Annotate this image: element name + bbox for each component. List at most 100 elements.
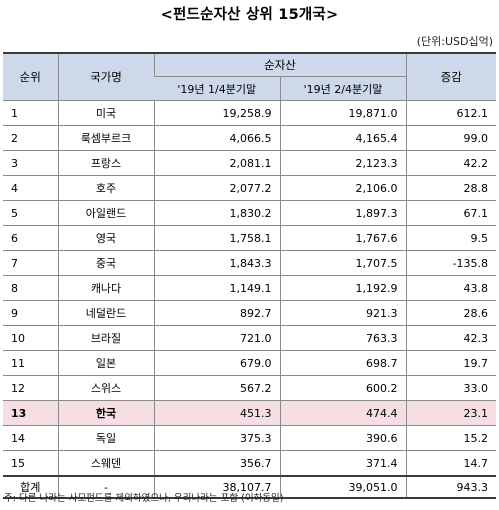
table-footer: 합계 - 38,107.7 39,051.0 943.3 <box>3 475 496 499</box>
rank-cell: 2 <box>3 125 58 151</box>
change-value-cell: 67.1 <box>405 200 496 226</box>
change-value-cell: 14.7 <box>405 450 496 477</box>
change-value-cell: 28.8 <box>405 175 496 201</box>
table-row: 1 미국 19,258.9 19,871.0 612.1 <box>3 100 496 126</box>
q1-value-cell: 375.3 <box>153 425 280 451</box>
rank-cell: 10 <box>3 325 58 351</box>
change-value-cell: 9.5 <box>405 225 496 251</box>
rank-cell: 4 <box>3 175 58 201</box>
rank-cell: 3 <box>3 150 58 176</box>
table-row: 4 호주 2,077.2 2,106.0 28.8 <box>3 175 496 201</box>
rank-cell: 15 <box>3 450 58 477</box>
table-row: 11 일본 679.0 698.7 19.7 <box>3 350 496 376</box>
q1-value-cell: 356.7 <box>153 450 280 477</box>
country-cell: 스웨덴 <box>57 450 154 477</box>
change-value-cell: 42.3 <box>405 325 496 351</box>
country-cell: 스위스 <box>57 375 154 401</box>
footnote: 주: 다른 나라는 사모펀드를 제외하였으나, 우리나라는 포함 (이하동일) <box>4 493 284 504</box>
rank-cell: 7 <box>3 250 58 276</box>
country-cell: 네덜란드 <box>57 300 154 326</box>
country-cell: 프랑스 <box>57 150 154 176</box>
change-value-cell: -135.8 <box>405 250 496 276</box>
q1-value-cell: 1,149.1 <box>153 275 280 301</box>
unit-label: (단위:USD십억) <box>416 35 493 48</box>
q2-value-cell: 763.3 <box>279 325 406 351</box>
table-row: 13 한국 451.3 474.4 23.1 <box>3 400 496 426</box>
q1-value-cell: 451.3 <box>153 400 280 426</box>
country-cell: 호주 <box>57 175 154 201</box>
q1-value-cell: 2,077.2 <box>153 175 280 201</box>
rank-cell: 1 <box>3 100 58 126</box>
header-rank: 순위 <box>3 52 58 101</box>
table-row: 9 네덜란드 892.7 921.3 28.6 <box>3 300 496 326</box>
q1-value-cell: 2,081.1 <box>153 150 280 176</box>
table-row: 2 룩셈부르크 4,066.5 4,165.4 99.0 <box>3 125 496 151</box>
total-q1: 38,107.7 <box>153 475 280 499</box>
q1-value-cell: 679.0 <box>153 350 280 376</box>
country-cell: 브라질 <box>57 325 154 351</box>
change-value-cell: 19.7 <box>405 350 496 376</box>
rank-cell: 6 <box>3 225 58 251</box>
country-cell: 영국 <box>57 225 154 251</box>
q1-value-cell: 892.7 <box>153 300 280 326</box>
table-row: 3 프랑스 2,081.1 2,123.3 42.2 <box>3 150 496 176</box>
table-row: 15 스웨덴 356.7 371.4 14.7 <box>3 450 496 477</box>
q1-value-cell: 4,066.5 <box>153 125 280 151</box>
rank-cell: 5 <box>3 200 58 226</box>
total-q2: 39,051.0 <box>279 475 406 499</box>
country-cell: 아일랜드 <box>57 200 154 226</box>
country-cell: 중국 <box>57 250 154 276</box>
q2-value-cell: 1,192.9 <box>279 275 406 301</box>
q1-value-cell: 1,758.1 <box>153 225 280 251</box>
q2-value-cell: 698.7 <box>279 350 406 376</box>
table-title: <펀드순자산 상위 15개국> <box>160 7 339 23</box>
header-q2: '19년 2/4분기말 <box>279 76 406 101</box>
table-row: 6 영국 1,758.1 1,767.6 9.5 <box>3 225 496 251</box>
q2-value-cell: 390.6 <box>279 425 406 451</box>
change-value-cell: 33.0 <box>405 375 496 401</box>
q1-value-cell: 1,843.3 <box>153 250 280 276</box>
country-cell: 캐나다 <box>57 275 154 301</box>
country-cell: 일본 <box>57 350 154 376</box>
q2-value-cell: 4,165.4 <box>279 125 406 151</box>
total-country: - <box>57 475 154 499</box>
table-row: 8 캐나다 1,149.1 1,192.9 43.8 <box>3 275 496 301</box>
rank-cell: 8 <box>3 275 58 301</box>
q1-value-cell: 19,258.9 <box>153 100 280 126</box>
q2-value-cell: 600.2 <box>279 375 406 401</box>
country-cell: 독일 <box>57 425 154 451</box>
total-change: 943.3 <box>405 475 496 499</box>
q1-value-cell: 567.2 <box>153 375 280 401</box>
rank-cell: 14 <box>3 425 58 451</box>
change-value-cell: 43.8 <box>405 275 496 301</box>
country-cell: 미국 <box>57 100 154 126</box>
rank-cell: 12 <box>3 375 58 401</box>
q1-value-cell: 1,830.2 <box>153 200 280 226</box>
change-value-cell: 23.1 <box>405 400 496 426</box>
q2-value-cell: 921.3 <box>279 300 406 326</box>
total-label: 합계 <box>3 475 58 499</box>
table-header: 순위 국가명 순자산 증감 '19년 1/4분기말 '19년 2/4분기말 <box>3 52 496 101</box>
q2-value-cell: 2,106.0 <box>279 175 406 201</box>
total-row: 합계 - 38,107.7 39,051.0 943.3 <box>3 475 496 499</box>
q2-value-cell: 1,707.5 <box>279 250 406 276</box>
change-value-cell: 612.1 <box>405 100 496 126</box>
header-change: 증감 <box>405 52 496 101</box>
q2-value-cell: 19,871.0 <box>279 100 406 126</box>
q2-value-cell: 1,897.3 <box>279 200 406 226</box>
change-value-cell: 28.6 <box>405 300 496 326</box>
header-country: 국가명 <box>57 52 154 101</box>
country-cell: 한국 <box>57 400 154 426</box>
change-value-cell: 99.0 <box>405 125 496 151</box>
rank-cell: 11 <box>3 350 58 376</box>
q2-value-cell: 371.4 <box>279 450 406 477</box>
table-row: 7 중국 1,843.3 1,707.5 -135.8 <box>3 250 496 276</box>
table-body: 1 미국 19,258.9 19,871.0 612.1 2 룩셈부르크 4,066.5 4,1… <box>3 100 496 477</box>
table-row: 10 브라질 721.0 763.3 42.3 <box>3 325 496 351</box>
change-value-cell: 42.2 <box>405 150 496 176</box>
table-row: 14 독일 375.3 390.6 15.2 <box>3 425 496 451</box>
q2-value-cell: 1,767.6 <box>279 225 406 251</box>
q2-value-cell: 2,123.3 <box>279 150 406 176</box>
country-cell: 룩셈부르크 <box>57 125 154 151</box>
